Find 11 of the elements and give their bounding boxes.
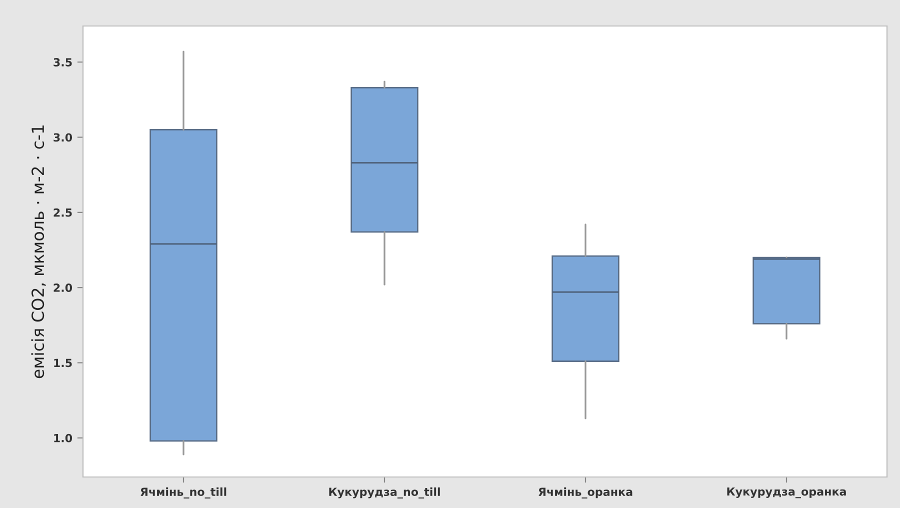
x-tick-label: Ячмінь_оранка (538, 487, 632, 498)
y-tick-label: 2.5 (54, 208, 72, 217)
y-tick-label: 2.0 (54, 284, 72, 292)
y-tick-label: 3.0 (54, 133, 72, 142)
y-tick-label: 1.5 (54, 358, 72, 368)
y-tick-label: 3.5 (54, 58, 72, 66)
y-axis-title: емісія CO2, мкмоль · м-2 · с-1 (31, 125, 46, 378)
x-tick-label: Кукурудза_no_till (329, 487, 440, 498)
x-tick-label: Ячмінь_no_till (140, 487, 226, 498)
x-tick-label: Кукурудза_оранка (727, 487, 846, 498)
y-tick-label: 1.0 (54, 434, 72, 442)
